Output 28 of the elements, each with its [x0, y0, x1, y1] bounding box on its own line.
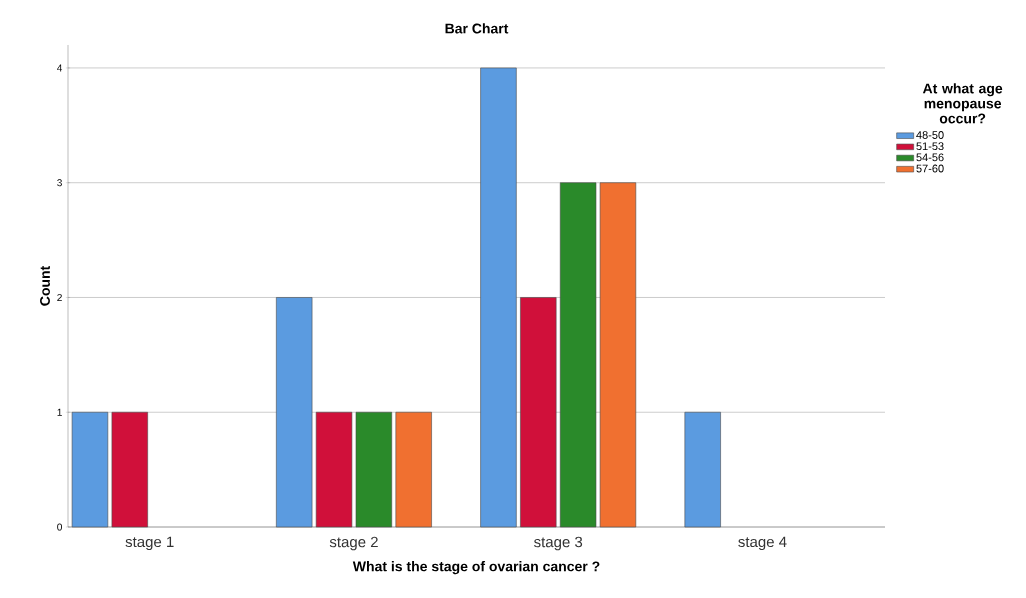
bar: [520, 297, 557, 528]
chart-title: Bar Chart: [445, 23, 509, 34]
bar: [315, 411, 353, 528]
x-tick-label: stage 2: [329, 536, 378, 551]
x-axis-title: What is the stage of ovarian cancer ?: [352, 561, 600, 575]
bar: [684, 411, 721, 528]
bar: [276, 297, 313, 528]
legend-label: 57-60: [916, 164, 944, 173]
bar: [559, 182, 597, 528]
x-tick-label: stage 4: [738, 536, 787, 551]
y-tick-label: 4: [57, 64, 63, 72]
bar: [71, 411, 109, 528]
bar: [111, 411, 148, 528]
legend-label: 51-53: [916, 142, 944, 151]
bar: [355, 411, 393, 528]
bar: [480, 67, 517, 528]
y-tick-label: 3: [57, 179, 62, 187]
bar: [599, 182, 637, 528]
y-axis-title: Count: [40, 265, 50, 306]
legend-title: At what age menopause occur?: [922, 83, 1003, 124]
y-tick-label: 0: [57, 523, 62, 531]
legend-label: 48-50: [916, 131, 944, 139]
y-tick-label: 2: [57, 293, 62, 301]
legend-label: 54-56: [916, 153, 944, 162]
x-tick-label: stage 1: [125, 536, 174, 551]
bar: [395, 411, 432, 528]
y-tick-label: 1: [57, 408, 62, 416]
x-tick-label: stage 3: [534, 536, 583, 551]
